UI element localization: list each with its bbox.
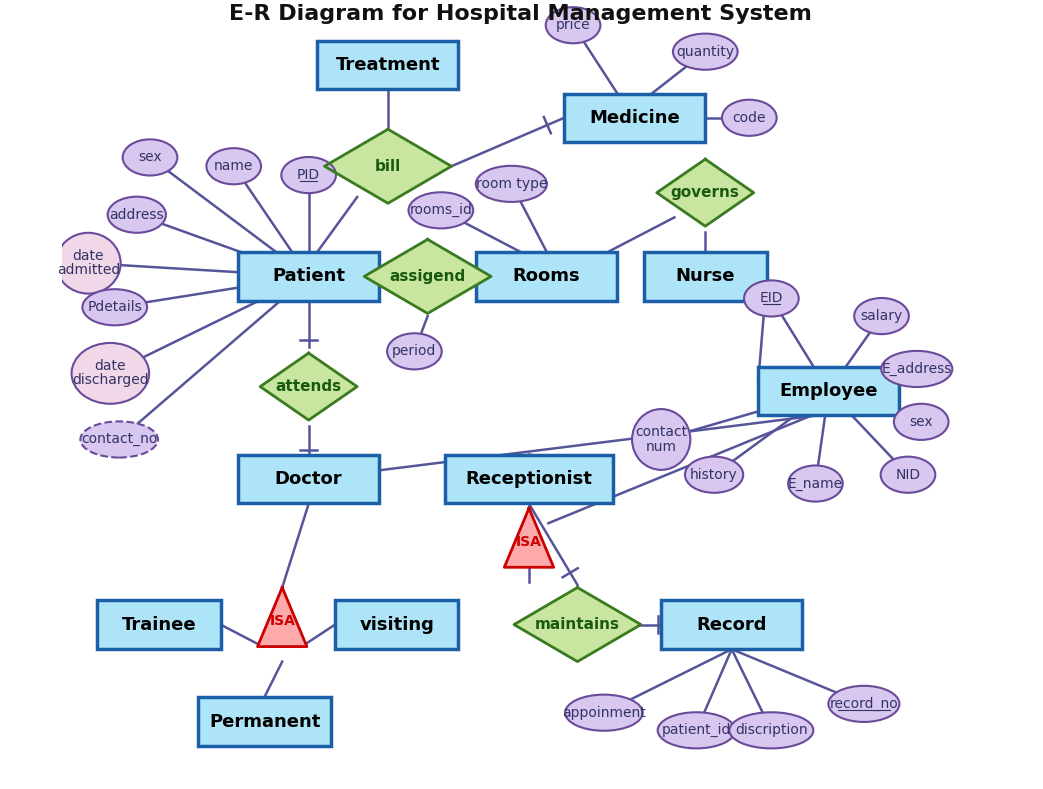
Text: Employee: Employee <box>779 382 878 400</box>
Text: rooms_id: rooms_id <box>410 204 472 218</box>
Text: attends: attends <box>275 379 342 394</box>
Polygon shape <box>505 508 554 567</box>
Polygon shape <box>324 129 452 204</box>
Text: history: history <box>690 468 738 482</box>
Ellipse shape <box>123 140 177 175</box>
Ellipse shape <box>894 404 948 440</box>
Text: E_address: E_address <box>881 362 952 376</box>
Ellipse shape <box>565 694 642 731</box>
Text: Permanent: Permanent <box>209 712 320 731</box>
FancyBboxPatch shape <box>97 600 220 649</box>
Ellipse shape <box>854 298 908 335</box>
Ellipse shape <box>56 233 121 294</box>
Text: governs: governs <box>671 185 739 200</box>
Text: Nurse: Nurse <box>676 267 735 286</box>
Ellipse shape <box>880 457 936 493</box>
Ellipse shape <box>685 457 744 493</box>
FancyBboxPatch shape <box>335 600 459 649</box>
Text: name: name <box>214 159 253 174</box>
FancyBboxPatch shape <box>317 41 459 89</box>
Text: salary: salary <box>860 309 902 323</box>
Ellipse shape <box>658 712 735 749</box>
Text: Treatment: Treatment <box>336 56 440 74</box>
Ellipse shape <box>80 421 157 458</box>
Text: code: code <box>732 110 766 125</box>
Text: sex: sex <box>138 151 162 164</box>
Text: Pdetails: Pdetails <box>88 301 142 314</box>
Text: contact_no: contact_no <box>81 432 157 447</box>
Text: period: period <box>392 344 437 358</box>
Text: NID: NID <box>895 468 921 482</box>
Ellipse shape <box>409 193 474 228</box>
Text: sex: sex <box>909 415 933 429</box>
Ellipse shape <box>282 157 336 193</box>
Ellipse shape <box>476 166 547 202</box>
Text: E_name: E_name <box>787 477 843 491</box>
Text: admitted: admitted <box>56 264 120 277</box>
Text: Receptionist: Receptionist <box>465 470 592 488</box>
Polygon shape <box>657 159 754 226</box>
Text: ISA: ISA <box>269 614 295 628</box>
FancyBboxPatch shape <box>564 94 705 142</box>
Text: patient_id: patient_id <box>661 724 731 738</box>
Polygon shape <box>260 353 357 420</box>
Ellipse shape <box>789 466 843 502</box>
Ellipse shape <box>82 290 147 325</box>
Ellipse shape <box>545 7 601 43</box>
Text: Trainee: Trainee <box>121 615 196 634</box>
Text: discription: discription <box>735 724 807 738</box>
Text: quantity: quantity <box>676 45 734 58</box>
Polygon shape <box>364 239 491 313</box>
Ellipse shape <box>881 351 952 387</box>
Text: ISA: ISA <box>516 535 542 548</box>
Text: room type: room type <box>476 177 548 191</box>
Text: address: address <box>110 208 164 222</box>
Text: num: num <box>646 439 677 454</box>
FancyBboxPatch shape <box>758 367 899 415</box>
Text: Patient: Patient <box>272 267 345 286</box>
Polygon shape <box>514 588 641 661</box>
Text: price: price <box>556 18 590 32</box>
Ellipse shape <box>744 280 799 316</box>
Text: contact: contact <box>635 425 687 439</box>
Ellipse shape <box>673 34 737 69</box>
Ellipse shape <box>207 148 261 185</box>
Text: bill: bill <box>374 159 402 174</box>
Text: discharged: discharged <box>72 373 149 387</box>
Text: assigend: assigend <box>389 269 466 284</box>
Text: maintains: maintains <box>535 617 620 632</box>
Ellipse shape <box>828 686 899 722</box>
Text: record_no: record_no <box>829 697 898 711</box>
Ellipse shape <box>722 99 777 136</box>
Text: appoinment: appoinment <box>562 705 646 720</box>
Text: EID: EID <box>759 291 783 305</box>
Text: visiting: visiting <box>360 615 434 634</box>
Ellipse shape <box>632 409 690 470</box>
Text: PID: PID <box>297 168 320 182</box>
Text: date: date <box>95 359 126 373</box>
Text: Doctor: Doctor <box>275 470 342 488</box>
FancyBboxPatch shape <box>198 697 331 746</box>
Polygon shape <box>258 588 307 647</box>
Ellipse shape <box>72 343 149 404</box>
Ellipse shape <box>729 712 814 749</box>
Text: E-R Diagram for Hospital Management System: E-R Diagram for Hospital Management Syst… <box>228 4 811 24</box>
FancyBboxPatch shape <box>476 252 617 301</box>
Text: Medicine: Medicine <box>589 109 680 127</box>
Text: Record: Record <box>697 615 767 634</box>
Text: Rooms: Rooms <box>513 267 581 286</box>
FancyBboxPatch shape <box>238 252 380 301</box>
FancyBboxPatch shape <box>661 600 802 649</box>
Ellipse shape <box>387 333 442 369</box>
Text: date: date <box>73 249 104 264</box>
Ellipse shape <box>107 196 166 233</box>
FancyBboxPatch shape <box>445 455 612 503</box>
FancyBboxPatch shape <box>238 455 380 503</box>
FancyBboxPatch shape <box>644 252 767 301</box>
